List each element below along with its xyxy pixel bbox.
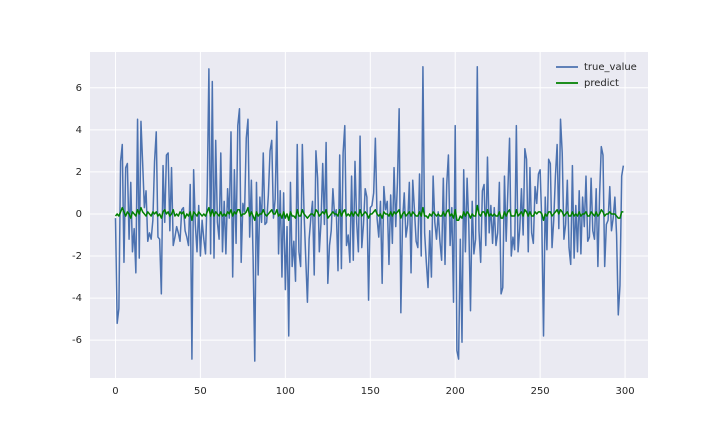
y-tick-label: 2 <box>76 167 82 178</box>
x-tick-label: 150 <box>361 386 380 397</box>
y-tick-label: -4 <box>72 293 82 304</box>
y-tick-label: -2 <box>72 251 82 262</box>
y-tick-label: 0 <box>76 209 82 220</box>
legend-label: true_value <box>584 62 637 73</box>
plot-area <box>90 52 648 378</box>
x-tick-label: 0 <box>112 386 118 397</box>
y-tick-label: 6 <box>76 83 82 94</box>
series-line <box>114 65 625 362</box>
y-tick-label: 4 <box>76 125 82 136</box>
legend-label: predict <box>584 78 619 89</box>
x-tick-label: 250 <box>531 386 550 397</box>
x-tick-label: 300 <box>616 386 635 397</box>
series-line <box>114 204 624 222</box>
x-tick-label: 50 <box>194 386 207 397</box>
y-tick-label: -6 <box>72 335 82 346</box>
x-tick-label: 200 <box>446 386 465 397</box>
x-tick-label: 100 <box>276 386 295 397</box>
